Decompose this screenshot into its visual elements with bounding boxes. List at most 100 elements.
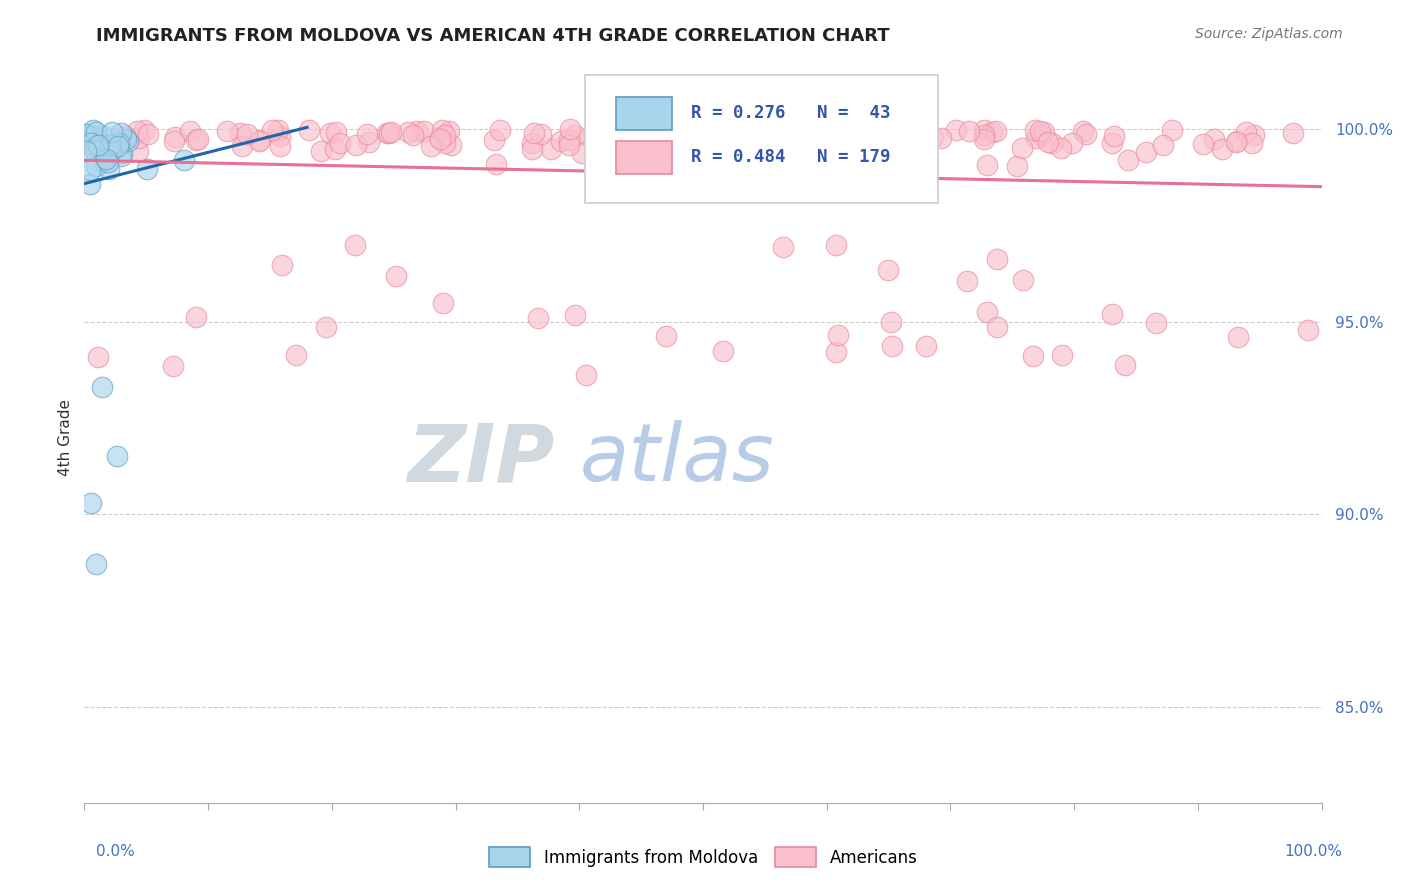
Point	[107, 450, 129, 464]
Point	[132, 123, 155, 137]
Point	[976, 158, 998, 172]
Point	[1240, 136, 1263, 150]
Point	[1114, 358, 1136, 372]
Point	[586, 128, 609, 142]
Point	[87, 350, 110, 364]
Point	[862, 130, 884, 145]
Point	[786, 126, 808, 140]
Point	[707, 126, 730, 140]
Legend: Immigrants from Moldova, Americans: Immigrants from Moldova, Americans	[481, 839, 925, 875]
Point	[173, 153, 195, 167]
Point	[163, 134, 186, 148]
Point	[378, 126, 401, 140]
Point	[914, 339, 936, 353]
Point	[184, 133, 207, 147]
Point	[830, 138, 852, 153]
Point	[75, 127, 97, 141]
Point	[800, 125, 823, 139]
Point	[575, 368, 598, 382]
Point	[430, 122, 453, 136]
Point	[75, 129, 97, 144]
Point	[772, 240, 794, 254]
Text: IMMIGRANTS FROM MOLDOVA VS AMERICAN 4TH GRADE CORRELATION CHART: IMMIGRANTS FROM MOLDOVA VS AMERICAN 4TH …	[96, 27, 889, 45]
Point	[87, 137, 110, 152]
Point	[114, 128, 136, 143]
Point	[90, 380, 112, 394]
Point	[344, 138, 367, 153]
Point	[98, 139, 121, 153]
Point	[703, 145, 725, 159]
Point	[986, 320, 1008, 334]
Point	[115, 132, 138, 146]
Point	[247, 134, 270, 148]
Point	[973, 128, 995, 143]
Point	[101, 139, 124, 153]
Point	[540, 142, 562, 156]
Point	[945, 123, 967, 137]
Point	[356, 127, 378, 141]
Point	[484, 133, 506, 147]
Point	[107, 139, 129, 153]
Point	[1040, 136, 1063, 151]
Point	[1161, 123, 1184, 137]
Point	[522, 142, 544, 156]
Point	[73, 128, 96, 143]
Point	[75, 144, 97, 158]
Point	[267, 123, 290, 137]
Point	[179, 124, 201, 138]
Point	[957, 124, 980, 138]
Point	[135, 161, 157, 176]
Point	[783, 152, 806, 166]
Point	[215, 124, 238, 138]
Point	[357, 135, 380, 149]
Point	[880, 339, 903, 353]
Point	[890, 124, 912, 138]
Point	[110, 127, 132, 141]
Point	[1022, 350, 1045, 364]
Point	[402, 128, 425, 143]
Point	[100, 144, 122, 158]
Point	[98, 138, 121, 153]
Point	[329, 136, 352, 150]
Point	[825, 345, 848, 359]
Point	[800, 127, 823, 141]
Point	[236, 127, 259, 141]
Point	[485, 157, 508, 171]
Point	[117, 134, 139, 148]
Point	[427, 130, 450, 145]
Point	[98, 161, 121, 176]
Point	[1036, 135, 1059, 149]
Point	[380, 125, 402, 139]
Point	[986, 252, 1008, 266]
Point	[733, 157, 755, 171]
Point	[75, 135, 97, 149]
Point	[973, 122, 995, 136]
Point	[127, 124, 149, 138]
Point	[671, 123, 693, 137]
Point	[108, 136, 131, 150]
Point	[1062, 136, 1084, 150]
Point	[405, 124, 427, 138]
Point	[1102, 128, 1125, 143]
Point	[111, 145, 134, 160]
Point	[249, 133, 271, 147]
Point	[437, 124, 460, 138]
Point	[976, 305, 998, 319]
Point	[984, 124, 1007, 138]
Point	[76, 135, 98, 149]
Point	[620, 148, 643, 162]
Point	[931, 131, 953, 145]
Point	[231, 139, 253, 153]
Point	[1243, 128, 1265, 143]
Point	[897, 148, 920, 162]
Point	[269, 139, 291, 153]
Point	[429, 132, 451, 146]
FancyBboxPatch shape	[616, 97, 672, 130]
Point	[1202, 132, 1225, 146]
Point	[1211, 142, 1233, 156]
Point	[434, 128, 457, 143]
Text: ZIP: ZIP	[408, 420, 554, 498]
Point	[654, 128, 676, 143]
Point	[315, 320, 337, 334]
FancyBboxPatch shape	[616, 141, 672, 174]
